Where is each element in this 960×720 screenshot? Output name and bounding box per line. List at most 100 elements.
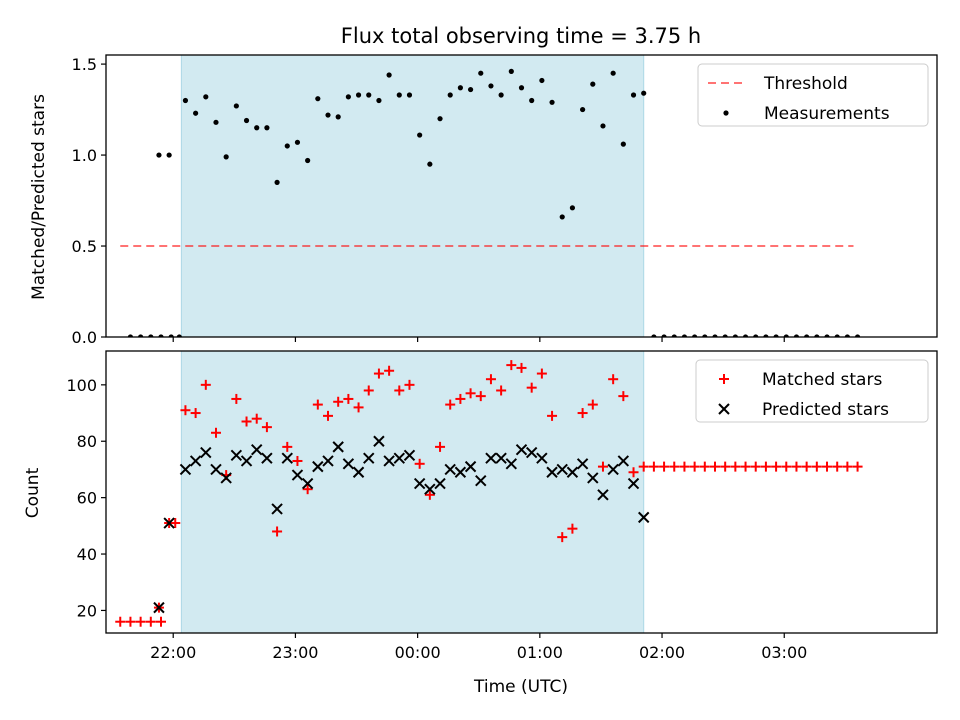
measurements-point bbox=[294, 139, 301, 145]
measurements-point bbox=[325, 112, 331, 118]
measurements-point bbox=[386, 72, 392, 78]
predicted-stars-point bbox=[332, 441, 344, 453]
observing-interval-shade bbox=[180, 54, 645, 338]
matched-stars-point bbox=[587, 399, 598, 410]
measurements-point bbox=[457, 85, 463, 91]
measurements-point bbox=[417, 132, 423, 138]
x-tick-label: 03:00 bbox=[761, 643, 807, 662]
matched-stars-point bbox=[791, 461, 802, 472]
predicted-stars-point bbox=[393, 452, 406, 464]
predicted-stars-point bbox=[301, 477, 314, 490]
predicted-stars-point bbox=[352, 466, 365, 478]
matched-stars-point bbox=[200, 379, 211, 390]
matched-stars-point bbox=[424, 489, 435, 500]
measurements-point bbox=[274, 179, 280, 185]
matched-stars-point bbox=[210, 427, 221, 438]
y-tick-label: 20 bbox=[77, 601, 97, 620]
measurements-point bbox=[641, 90, 647, 96]
matched-stars-point bbox=[832, 461, 843, 472]
bottom-y-axis-label: Count bbox=[23, 467, 43, 518]
measurements-point bbox=[264, 125, 270, 131]
predicted-stars-point bbox=[189, 455, 202, 467]
predicted-stars-point bbox=[515, 443, 528, 456]
y-tick-label: 80 bbox=[77, 432, 97, 451]
measurements-point bbox=[630, 92, 637, 98]
matched-stars-point bbox=[414, 458, 425, 469]
measurements-point bbox=[233, 103, 239, 109]
predicted-stars-point bbox=[617, 455, 630, 467]
matched-stars-point bbox=[679, 461, 690, 472]
measurements-point bbox=[366, 92, 372, 98]
matched-stars-point bbox=[760, 461, 771, 472]
measurements-point bbox=[518, 85, 525, 91]
predicted-stars-point bbox=[403, 449, 416, 462]
matched-stars-point bbox=[608, 374, 619, 385]
measurements-point bbox=[284, 143, 290, 149]
predicted-stars-point bbox=[424, 483, 436, 495]
matched-stars-point bbox=[720, 461, 731, 472]
top-panel: 0.0 0.5 1.0 1.5 Threshold Measurements bbox=[72, 54, 938, 347]
measurements-point bbox=[580, 106, 586, 113]
matched-stars-point bbox=[547, 410, 558, 421]
predicted-stars-point bbox=[546, 466, 558, 478]
matched-stars-point bbox=[125, 616, 136, 627]
matched-stars-point bbox=[506, 360, 517, 371]
x-tick-label: 22:00 bbox=[150, 643, 196, 662]
predicted-stars-point bbox=[251, 443, 263, 456]
measurements-point bbox=[243, 117, 250, 124]
matched-stars-point bbox=[190, 408, 201, 419]
matched-stars-point bbox=[709, 461, 720, 472]
matched-stars-point bbox=[231, 393, 242, 404]
measurements-point bbox=[488, 83, 494, 89]
matched-stars-point bbox=[475, 391, 486, 402]
measurements-point bbox=[203, 94, 209, 100]
matched-stars-point bbox=[659, 461, 670, 472]
matched-stars-point bbox=[781, 461, 792, 472]
matched-stars-point bbox=[771, 461, 782, 472]
predicted-stars-point bbox=[261, 452, 273, 464]
matched-stars-point bbox=[170, 518, 181, 529]
measurements-point bbox=[508, 68, 514, 74]
matched-stars-point bbox=[516, 362, 527, 373]
measurements-point bbox=[396, 92, 402, 98]
predicted-stars-point bbox=[200, 446, 212, 459]
measurements-point bbox=[406, 92, 413, 98]
legend-label: Measurements bbox=[764, 104, 890, 124]
predicted-stars-point bbox=[322, 455, 334, 467]
matched-stars-point bbox=[373, 368, 384, 379]
matched-stars-point bbox=[526, 382, 537, 393]
matched-stars-point bbox=[730, 461, 741, 472]
predicted-stars-point bbox=[383, 455, 395, 467]
measurements-point bbox=[559, 214, 565, 220]
y-tick-label: 40 bbox=[77, 545, 97, 564]
measurements-point bbox=[315, 96, 321, 102]
matched-stars-point bbox=[465, 388, 476, 399]
measurements-point bbox=[213, 119, 219, 125]
matched-stars-point bbox=[669, 461, 680, 472]
predicted-stars-point bbox=[485, 452, 497, 464]
matched-stars-point bbox=[618, 391, 629, 402]
measurements-point bbox=[166, 152, 172, 158]
matched-stars-point bbox=[115, 616, 126, 627]
x-tick-label: 02:00 bbox=[639, 643, 685, 662]
matched-stars-point bbox=[750, 461, 761, 472]
predicted-stars-point bbox=[627, 477, 640, 490]
matched-stars-point bbox=[567, 523, 578, 534]
matched-stars-point bbox=[628, 467, 639, 478]
y-tick-label: 1.5 bbox=[72, 55, 97, 74]
measurements-point bbox=[182, 97, 189, 104]
predicted-stars-point bbox=[281, 452, 293, 464]
predicted-stars-point bbox=[536, 452, 548, 464]
legend-label: Threshold bbox=[763, 74, 848, 94]
predicted-stars-point bbox=[475, 475, 487, 487]
matched-stars-point bbox=[577, 408, 588, 419]
observing-interval-shade bbox=[180, 350, 645, 634]
matched-stars-point bbox=[363, 385, 374, 396]
matched-stars-point bbox=[740, 461, 751, 472]
matched-stars-point bbox=[842, 461, 853, 472]
matched-stars-point bbox=[811, 461, 822, 472]
matched-stars-point bbox=[689, 461, 700, 472]
matched-stars-point bbox=[145, 616, 156, 627]
measurements-point bbox=[569, 205, 576, 211]
